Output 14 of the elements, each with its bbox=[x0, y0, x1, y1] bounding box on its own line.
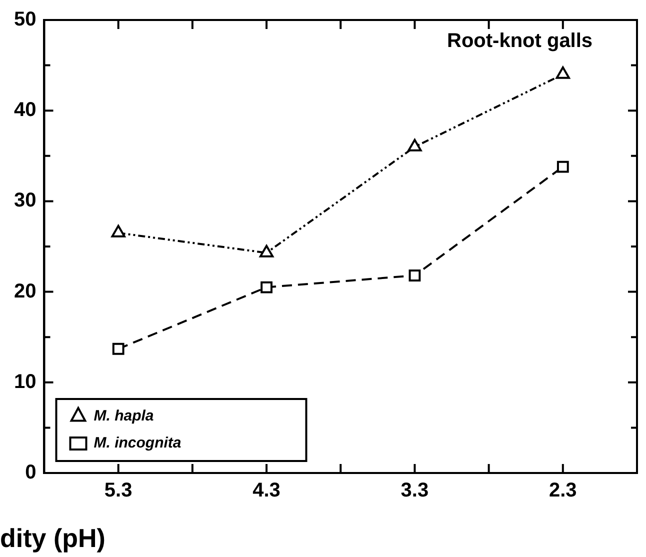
legend-label: M. hapla bbox=[94, 408, 154, 425]
y-tick-label: 30 bbox=[14, 190, 36, 212]
x-tick-label: 5.3 bbox=[104, 480, 132, 502]
y-tick-label: 0 bbox=[25, 462, 36, 484]
x-tick-label: 2.3 bbox=[549, 480, 577, 502]
y-tick-label: 20 bbox=[14, 280, 36, 302]
y-tick-label: 50 bbox=[14, 8, 36, 31]
y-tick-label: 10 bbox=[14, 370, 36, 393]
text: Root-knot galls bbox=[447, 30, 593, 53]
x-axis-title: dity (pH) bbox=[0, 523, 106, 554]
y-tick-label: 40 bbox=[14, 99, 36, 122]
x-tick-label: 4.3 bbox=[252, 480, 280, 502]
legend-label: M. incognita bbox=[94, 434, 182, 452]
x-tick-label: 3.3 bbox=[400, 480, 429, 502]
